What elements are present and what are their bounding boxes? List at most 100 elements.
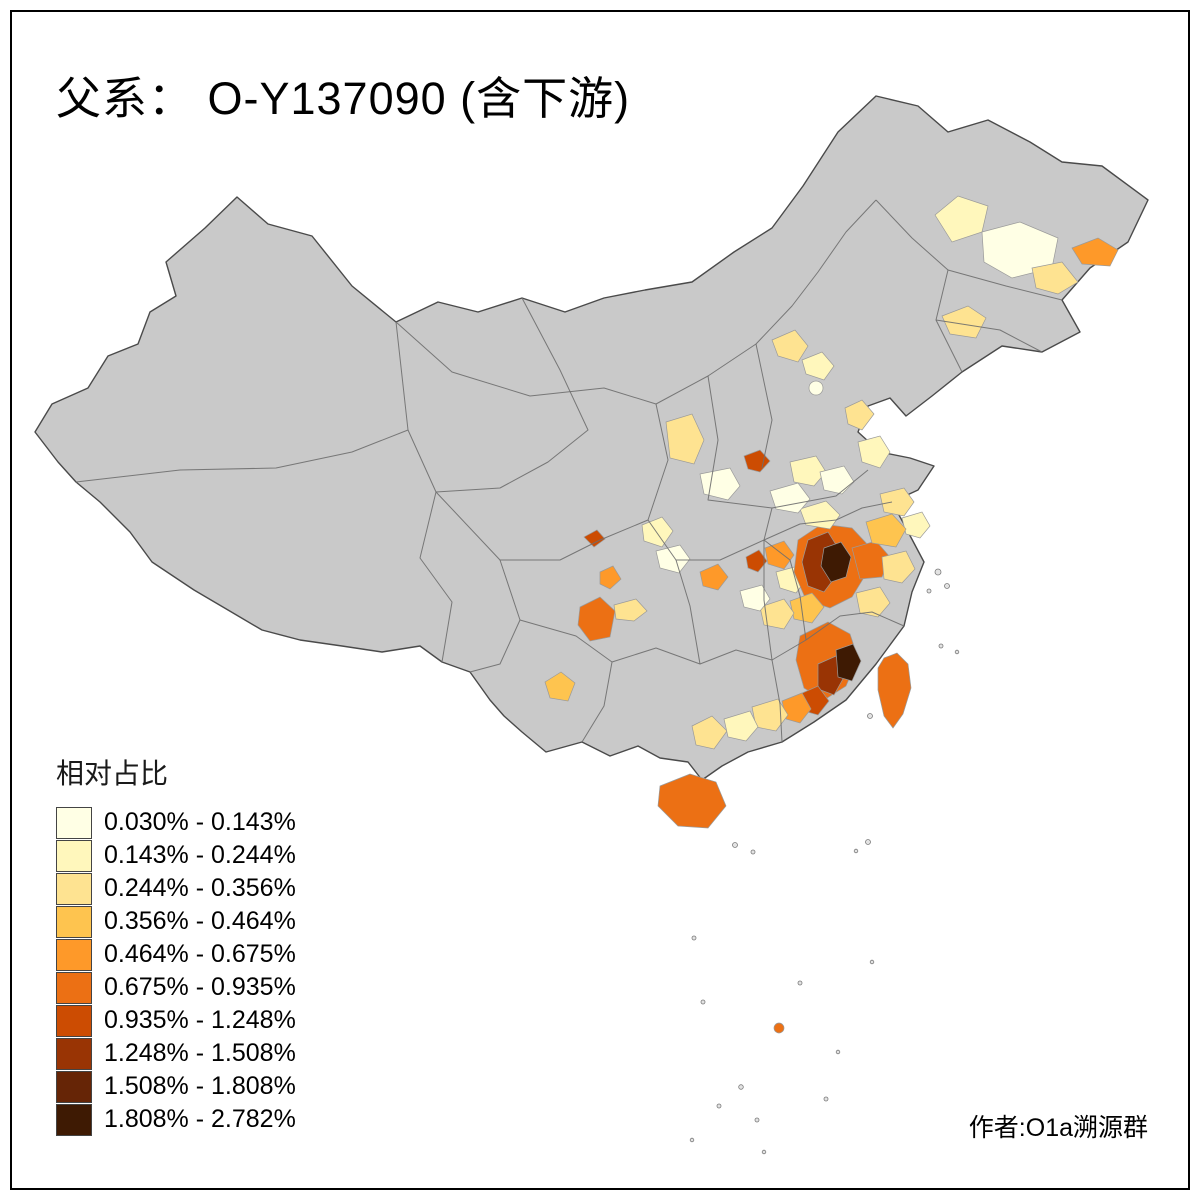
region-guanzhong xyxy=(743,449,771,473)
region-ne-d xyxy=(1071,237,1119,267)
legend-label: 1.508% - 1.808% xyxy=(104,1072,296,1100)
province-border-line xyxy=(75,321,409,483)
region-chifeng xyxy=(771,329,809,363)
region-beijing-north xyxy=(801,351,835,381)
region-hunan-east xyxy=(759,598,795,630)
island-dot xyxy=(823,1096,829,1102)
legend-swatch xyxy=(56,1070,92,1103)
province-border-line xyxy=(707,375,869,509)
province-border-line xyxy=(947,269,1063,301)
legend-swatch xyxy=(56,971,92,1004)
province-border-line xyxy=(763,540,773,661)
legend-swatch xyxy=(56,1004,92,1037)
region-guangdong-west xyxy=(723,710,759,742)
island-dot xyxy=(944,583,950,589)
island-dot xyxy=(865,839,871,845)
region-hebei-dot xyxy=(808,380,824,396)
province-border-line xyxy=(805,611,905,641)
island-dot xyxy=(691,935,697,941)
region-sichuan-south-b xyxy=(577,596,616,642)
legend-item: 0.935% - 1.248% xyxy=(56,1004,296,1037)
legend-label: 1.248% - 1.508% xyxy=(104,1039,296,1067)
island-dot xyxy=(934,568,942,576)
region-ne-c xyxy=(1031,261,1079,295)
island-dot xyxy=(689,1137,695,1143)
region-shanxi-east xyxy=(844,399,875,431)
province-border-line xyxy=(647,507,773,561)
island-dot xyxy=(938,643,944,649)
region-zhejiang-north xyxy=(865,513,907,548)
legend-swatch xyxy=(56,806,92,839)
province-border-line xyxy=(763,501,893,541)
legend-label: 0.675% - 0.935% xyxy=(104,973,296,1001)
province-border-line xyxy=(675,559,701,665)
island-dot xyxy=(761,1149,767,1155)
island-dot xyxy=(754,1117,760,1123)
region-chengdu-strip xyxy=(583,529,606,548)
china-mainland xyxy=(34,95,1149,781)
region-anhui-central xyxy=(769,482,811,514)
island-dot xyxy=(700,999,706,1005)
region-jiangxi-west xyxy=(789,592,825,624)
colored-regions xyxy=(544,195,1119,750)
region-wannan-zhexi-darkest xyxy=(820,541,852,583)
legend-label: 0.464% - 0.675% xyxy=(104,940,296,968)
region-sichuan-south-a xyxy=(599,565,622,590)
province-border-line xyxy=(611,639,807,665)
legend: 相对占比 0.030% - 0.143% 0.143% - 0.244% 0.244… xyxy=(56,752,296,1136)
region-jilin-center xyxy=(941,305,987,339)
legend-label: 1.808% - 2.782% xyxy=(104,1105,296,1133)
island-dot xyxy=(732,842,738,848)
region-hanzhong xyxy=(699,467,741,501)
province-border-line xyxy=(763,539,807,641)
region-sichuan-east-b xyxy=(655,544,691,574)
legend-item: 0.464% - 0.675% xyxy=(56,938,296,971)
legend-item: 0.675% - 0.935% xyxy=(56,971,296,1004)
province-border-line xyxy=(407,429,453,663)
legend-item: 1.508% - 1.808% xyxy=(56,1070,296,1103)
region-hainan xyxy=(657,773,727,829)
province-border-line xyxy=(469,559,521,673)
island-dot xyxy=(835,1049,841,1055)
legend-item: 0.356% - 0.464% xyxy=(56,905,296,938)
region-ne-a xyxy=(934,195,989,243)
province-border-line xyxy=(435,297,589,493)
region-sichuan-east-a xyxy=(641,516,674,548)
island-regions xyxy=(657,652,912,1034)
legend-label: 0.244% - 0.356% xyxy=(104,874,296,902)
region-taiwan xyxy=(877,652,912,729)
legend-label: 0.356% - 0.464% xyxy=(104,907,296,935)
legend-item: 0.244% - 0.356% xyxy=(56,872,296,905)
legend-swatch xyxy=(56,872,92,905)
region-fujian-darkest xyxy=(835,643,862,682)
map-title: 父系： O-Y137090 (含下游) xyxy=(56,73,631,124)
province-borders xyxy=(75,199,1063,743)
region-hebei-south xyxy=(857,435,891,469)
region-shaanxi-north xyxy=(665,413,705,465)
legend-item: 1.248% - 1.508% xyxy=(56,1037,296,1070)
island-dot xyxy=(853,848,859,854)
legend-swatch xyxy=(56,1103,92,1136)
island-dot xyxy=(869,959,875,965)
province-border-line xyxy=(755,343,773,469)
region-henan-south xyxy=(819,465,855,495)
region-hubei-west xyxy=(745,549,768,573)
region-yunnan-central xyxy=(544,671,576,702)
region-south-sea-islet xyxy=(773,1022,785,1034)
legend-item: 0.143% - 0.244% xyxy=(56,839,296,872)
region-zhejiang-south xyxy=(855,586,891,618)
region-jiangsu-north xyxy=(879,487,915,517)
legend-title: 相对占比 xyxy=(56,758,169,789)
region-guangxi-south xyxy=(691,715,728,750)
region-chongqing xyxy=(699,563,729,591)
island-dot xyxy=(716,1103,722,1109)
island-dot xyxy=(867,713,873,719)
region-zhejiang-east xyxy=(881,550,916,584)
legend-item: 1.808% - 2.782% xyxy=(56,1103,296,1136)
province-border-line xyxy=(771,659,783,743)
minor-islands xyxy=(689,568,960,1155)
legend-label: 0.935% - 1.248% xyxy=(104,1006,296,1034)
legend-label: 0.143% - 0.244% xyxy=(104,841,296,869)
